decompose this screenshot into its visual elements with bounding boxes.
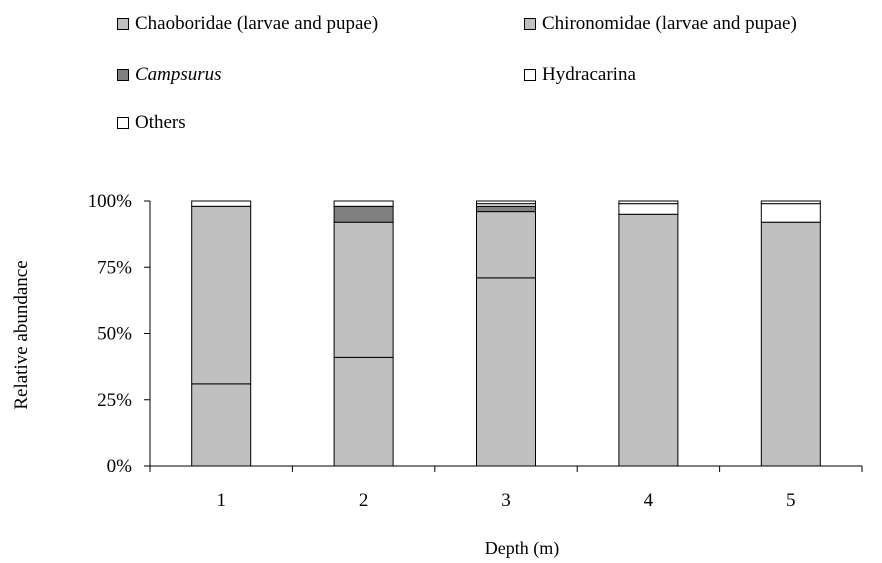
y-tick-label: 75% [97, 257, 132, 278]
bar-segment-depth-2-series-2 [333, 205, 394, 223]
x-tick-label-depth-3: 3 [501, 490, 511, 511]
bar-segment-depth-5-series-4 [760, 200, 821, 205]
x-tick-label-depth-4: 4 [644, 490, 654, 511]
legend-label-chaoboridae: Chaoboridae (larvae and pupae) [135, 13, 379, 34]
legend-label-others: Others [135, 112, 186, 133]
legend-swatch-chironomidae [524, 18, 536, 30]
bar-segment-depth-5-series-1 [760, 221, 821, 467]
legend-swatch-others [117, 117, 129, 129]
legend-item-chaoboridae: Chaoboridae (larvae and pupae) [117, 13, 378, 35]
bar-segment-depth-2-series-4 [333, 200, 394, 207]
legend-swatch-hydracarina [524, 69, 536, 81]
legend-item-chironomidae: Chironomidae (larvae and pupae) [524, 13, 797, 35]
legend-swatch-campsurus [117, 69, 129, 81]
chart-legend: Chaoboridae (larvae and pupae) Chironomi… [0, 0, 882, 150]
x-tick-label-depth-1: 1 [216, 490, 226, 511]
y-tick-label: 100% [88, 191, 133, 212]
legend-label-chironomidae: Chironomidae (larvae and pupae) [542, 13, 797, 34]
legend-label-hydracarina: Hydracarina [542, 64, 636, 85]
x-tick-label-depth-2: 2 [359, 490, 369, 511]
y-tick-label: 0% [107, 456, 133, 477]
bar-segment-depth-2-series-1 [333, 221, 394, 358]
bar-segment-depth-1-series-0 [191, 383, 252, 467]
bar-segment-depth-5-series-3 [760, 203, 821, 223]
y-tick-label: 25% [97, 390, 132, 411]
y-tick-label: 50% [97, 324, 132, 345]
bar-segment-depth-3-series-0 [476, 277, 536, 467]
legend-item-campsurus: Campsurus [117, 64, 222, 86]
bar-segment-depth-4-series-4 [618, 200, 679, 205]
y-axis-label: Relative abundance [11, 260, 32, 410]
bar-segment-depth-3-series-4 [476, 200, 536, 205]
legend-swatch-chaoboridae [117, 18, 129, 30]
bar-segment-depth-1-series-4 [191, 200, 252, 207]
bar-segment-depth-2-series-0 [333, 356, 394, 467]
bar-segment-depth-4-series-3 [618, 203, 679, 215]
bar-segment-depth-1-series-1 [191, 205, 252, 385]
bar-segment-depth-3-series-2 [476, 205, 536, 213]
legend-label-campsurus: Campsurus [135, 64, 222, 85]
bar-segment-depth-4-series-1 [618, 213, 679, 467]
x-axis-label: Depth (m) [484, 538, 560, 558]
x-tick-label-depth-5: 5 [786, 490, 796, 511]
bar-segment-depth-3-series-1 [476, 211, 536, 279]
legend-item-hydracarina: Hydracarina [524, 64, 636, 86]
legend-item-others: Others [117, 112, 186, 134]
